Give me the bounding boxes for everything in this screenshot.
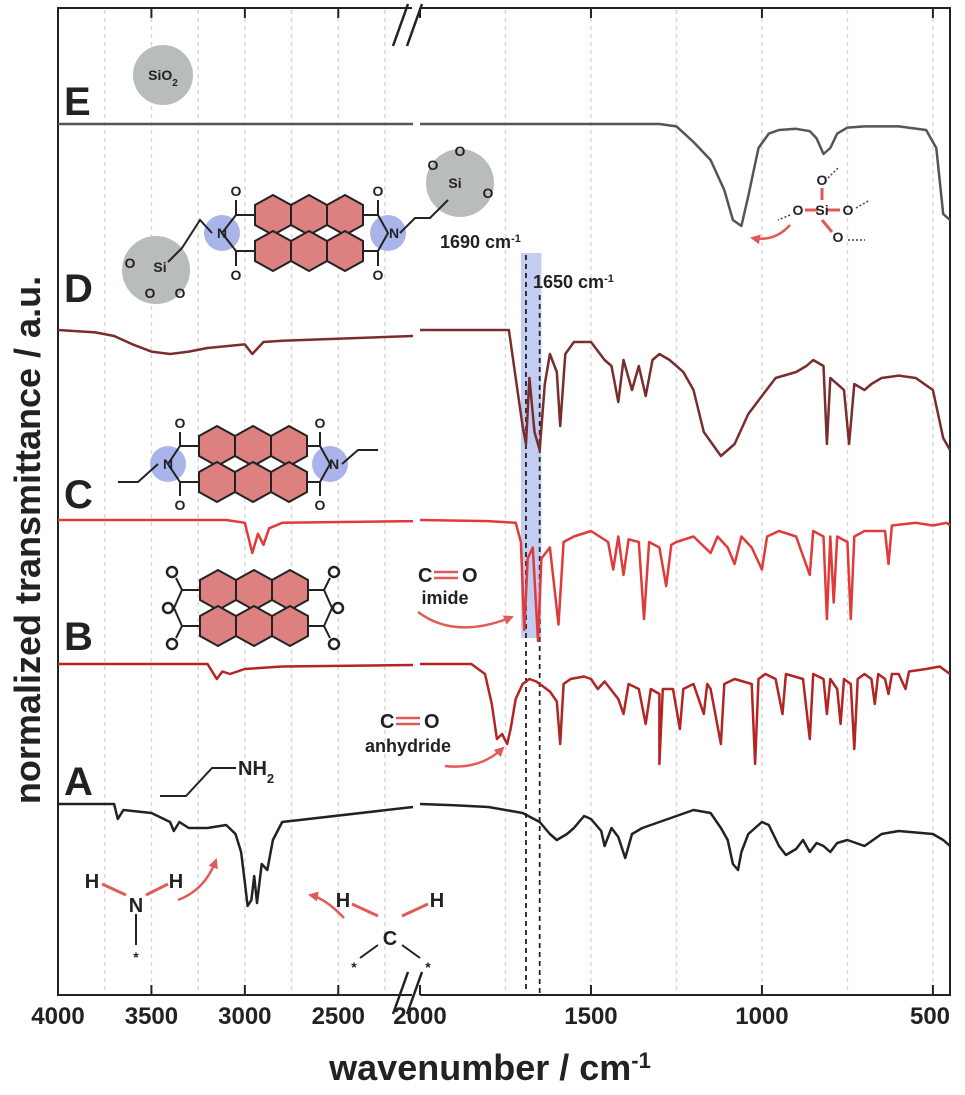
spectrum-C-high [58, 518, 414, 555]
svg-text:O: O [231, 267, 242, 283]
propylamine-structure-icon: NH2 [160, 758, 274, 797]
vertical-grid-lines [103, 10, 934, 993]
svg-text:O: O [315, 497, 326, 513]
svg-text:O: O [483, 185, 494, 201]
x-tick-label-3500: 3500 [125, 1003, 178, 1030]
svg-text:H: H [430, 890, 444, 912]
svg-text:O: O [428, 157, 439, 173]
x-ticks: 4000 3500 3000 2500 2000 1500 1000 500 [31, 8, 950, 1030]
sio2-particle-icon: SiO2 [133, 45, 193, 105]
svg-text:O: O [231, 183, 242, 199]
reference-label-1650: 1650 cm-1 [533, 272, 614, 292]
svg-text:O: O [175, 415, 186, 431]
svg-text:N: N [163, 456, 173, 472]
series-label-D: D [64, 267, 93, 311]
series-label-B: B [64, 615, 93, 659]
svg-text:*: * [425, 959, 431, 975]
svg-text:Si: Si [815, 202, 828, 218]
svg-text:H: H [169, 871, 183, 893]
svg-text:*: * [133, 949, 139, 965]
x-axis-label: wavenumber / cm-1 [328, 1047, 651, 1088]
svg-text:O: O [843, 202, 854, 218]
svg-text:anhydride: anhydride [365, 736, 451, 756]
spectrum-B-high [58, 662, 414, 681]
svg-text:Si: Si [153, 259, 166, 275]
svg-text:NH2: NH2 [238, 758, 274, 786]
reference-label-1690: 1690 cm-1 [440, 232, 521, 252]
svg-text:O: O [424, 711, 440, 733]
x-tick-label-500: 500 [910, 1003, 950, 1030]
svg-text:O: O [175, 285, 186, 301]
svg-text:O: O [145, 285, 156, 301]
reference-lines [525, 255, 541, 993]
svg-text:C: C [383, 928, 397, 950]
svg-text:*: * [351, 959, 357, 975]
svg-text:N: N [129, 895, 143, 917]
amine-nh-annotation-icon: H H N * [85, 858, 218, 965]
series-label-E: E [64, 80, 91, 124]
x-tick-label-2000: 2000 [393, 1003, 446, 1030]
anhydride-carbonyl-annotation-icon: C O anhydride [365, 711, 505, 768]
svg-text:O: O [462, 565, 478, 587]
axis-break-top [391, 3, 424, 47]
x-tick-label-2500: 2500 [312, 1003, 365, 1030]
series-label-C: C [64, 473, 93, 517]
imide-carbonyl-annotation-icon: C O imide [417, 565, 514, 629]
spectrum-B-low [420, 662, 951, 766]
svg-text:O: O [373, 267, 384, 283]
x-tick-label-1000: 1000 [735, 1003, 788, 1030]
spectrum-D-low [420, 328, 952, 458]
svg-text:O: O [373, 183, 384, 199]
svg-text:SiO2: SiO2 [148, 67, 178, 89]
svg-text:O: O [315, 415, 326, 431]
svg-text:C: C [380, 711, 394, 733]
svg-text:N: N [389, 225, 399, 241]
x-tick-label-3000: 3000 [218, 1003, 271, 1030]
x-tick-label-4000: 4000 [31, 1003, 84, 1030]
svg-text:O: O [793, 202, 804, 218]
methylene-ch-annotation-icon: H H C * * [308, 890, 444, 975]
series-label-A: A [64, 760, 93, 804]
svg-text:O: O [455, 143, 466, 159]
axis-break-bottom [391, 971, 424, 1015]
spectrum-A-low [419, 802, 951, 872]
svg-text:O: O [125, 255, 136, 271]
spectrum-C-low [419, 518, 951, 643]
svg-text:C: C [418, 565, 432, 587]
spectrum-E-low [420, 122, 951, 228]
x-tick-label-1500: 1500 [564, 1003, 617, 1030]
svg-text:H: H [336, 890, 350, 912]
y-axis-label: normalized transmittance / a.u. [7, 276, 48, 804]
svg-text:H: H [85, 871, 99, 893]
perylene-dianhydride-structure-icon [161, 565, 345, 651]
perylene-diimide-propyl-structure-icon: O O O O N N [118, 415, 378, 513]
siloxane-structure-icon: Si O O O O [750, 167, 871, 245]
svg-text:O: O [817, 172, 828, 188]
svg-text:O: O [833, 229, 844, 245]
plot-frame [57, 7, 951, 996]
svg-text:O: O [175, 497, 186, 513]
spectrum-D-high [57, 328, 414, 356]
svg-text:N: N [217, 225, 227, 241]
spectrum-A-high [58, 802, 414, 908]
perylene-diimide-silica-structure-icon: O O O O N N Si Si O O O O O O [122, 143, 494, 304]
svg-text:Si: Si [448, 175, 461, 191]
svg-text:N: N [329, 456, 339, 472]
spectra [57, 122, 952, 908]
svg-text:imide: imide [421, 588, 468, 608]
